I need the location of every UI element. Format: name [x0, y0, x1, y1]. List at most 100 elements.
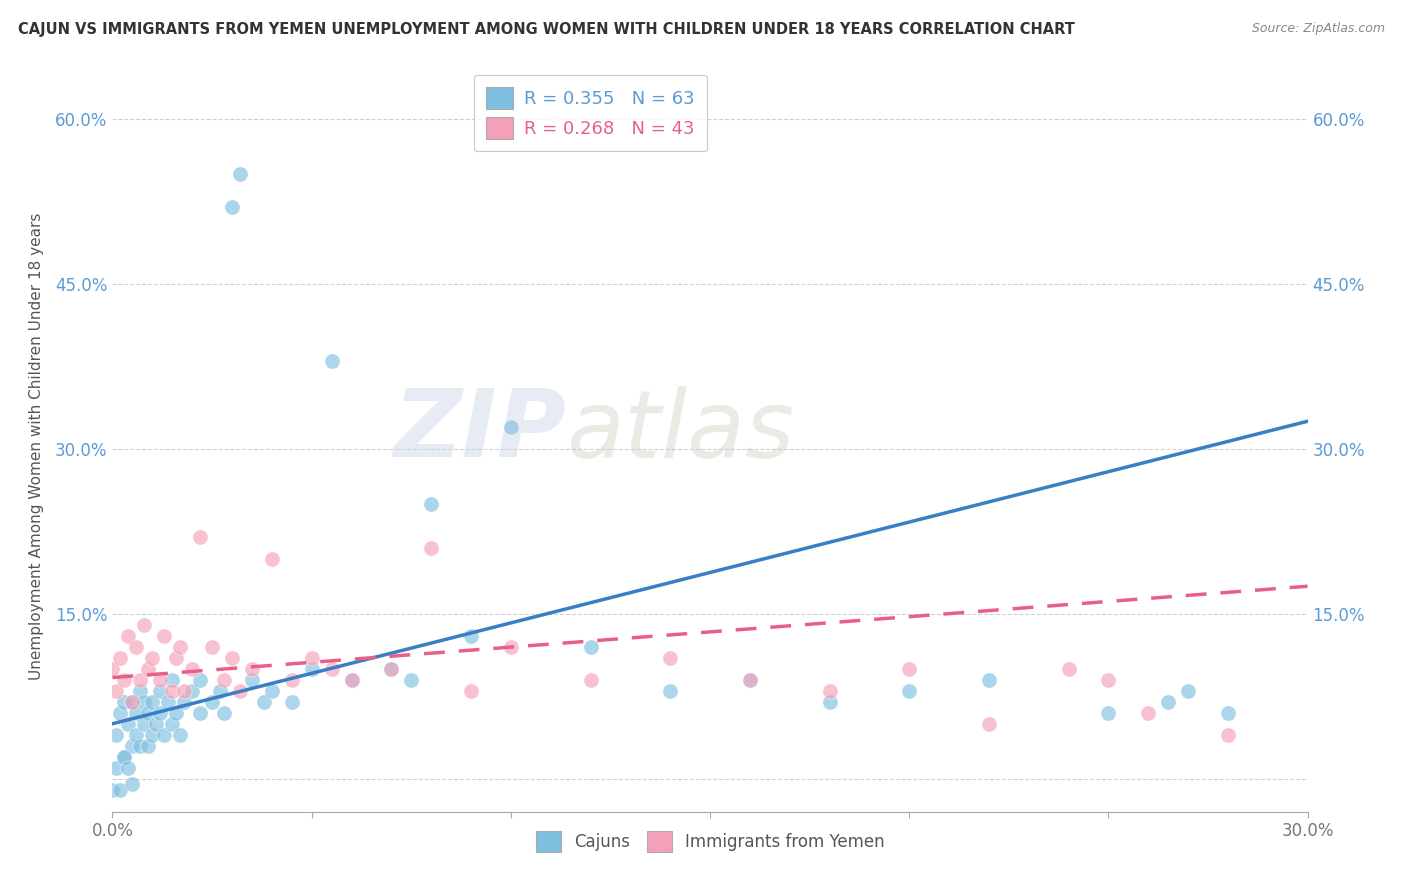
Point [579, 673, 602, 687]
Point [134, 695, 156, 709]
Point [212, 706, 235, 720]
Point [1097, 673, 1119, 687]
Point [380, 662, 402, 676]
Point [114, 673, 135, 687]
Point [229, 167, 252, 181]
Point [1057, 662, 1080, 676]
Point [1137, 706, 1160, 720]
Point [121, 695, 143, 709]
Point [157, 695, 180, 709]
Point [173, 683, 195, 698]
Point [162, 683, 183, 698]
Point [301, 650, 323, 665]
Y-axis label: Unemployment Among Women with Children Under 18 years: Unemployment Among Women with Children U… [30, 212, 44, 680]
Point [1216, 728, 1239, 742]
Legend: Cajuns, Immigrants from Yemen: Cajuns, Immigrants from Yemen [529, 824, 891, 858]
Point [321, 353, 343, 368]
Point [420, 541, 443, 555]
Point [401, 673, 423, 687]
Text: atlas: atlas [567, 386, 794, 477]
Point [1157, 695, 1180, 709]
Text: Source: ZipAtlas.com: Source: ZipAtlas.com [1251, 22, 1385, 36]
Point [110, 782, 132, 797]
Point [420, 497, 443, 511]
Point [121, 739, 143, 753]
Point [301, 662, 323, 676]
Point [129, 673, 152, 687]
Point [165, 650, 187, 665]
Point [977, 673, 1000, 687]
Point [125, 640, 148, 654]
Point [240, 673, 263, 687]
Point [460, 629, 482, 643]
Point [145, 716, 167, 731]
Point [114, 695, 135, 709]
Point [1097, 706, 1119, 720]
Point [153, 629, 176, 643]
Point [141, 695, 163, 709]
Point [738, 673, 761, 687]
Point [114, 749, 135, 764]
Point [460, 683, 482, 698]
Point [977, 716, 1000, 731]
Point [105, 728, 128, 742]
Text: CAJUN VS IMMIGRANTS FROM YEMEN UNEMPLOYMENT AMONG WOMEN WITH CHILDREN UNDER 18 Y: CAJUN VS IMMIGRANTS FROM YEMEN UNEMPLOYM… [18, 22, 1076, 37]
Point [201, 640, 224, 654]
Point [818, 695, 841, 709]
Point [125, 728, 148, 742]
Point [221, 200, 243, 214]
Point [117, 716, 139, 731]
Point [129, 739, 152, 753]
Point [162, 716, 183, 731]
Point [101, 662, 124, 676]
Point [117, 761, 139, 775]
Point [260, 683, 283, 698]
Point [181, 683, 204, 698]
Point [738, 673, 761, 687]
Point [110, 650, 132, 665]
Point [188, 673, 211, 687]
Point [141, 728, 163, 742]
Point [1177, 683, 1199, 698]
Point [209, 683, 232, 698]
Point [149, 673, 172, 687]
Point [181, 662, 204, 676]
Point [281, 695, 304, 709]
Point [105, 683, 128, 698]
Point [117, 629, 139, 643]
Point [201, 695, 224, 709]
Point [129, 683, 152, 698]
Point [134, 617, 156, 632]
Point [221, 650, 243, 665]
Point [340, 673, 363, 687]
Point [149, 683, 172, 698]
Point [659, 683, 682, 698]
Point [149, 706, 172, 720]
Point [141, 650, 163, 665]
Point [138, 706, 160, 720]
Point [340, 673, 363, 687]
Point [138, 662, 160, 676]
Point [121, 777, 143, 791]
Point [125, 706, 148, 720]
Point [173, 695, 195, 709]
Point [169, 640, 191, 654]
Point [134, 716, 156, 731]
Point [138, 739, 160, 753]
Point [188, 706, 211, 720]
Point [188, 530, 211, 544]
Point [101, 782, 124, 797]
Point [165, 706, 187, 720]
Point [121, 695, 143, 709]
Point [153, 728, 176, 742]
Point [659, 650, 682, 665]
Point [898, 662, 921, 676]
Point [110, 706, 132, 720]
Point [321, 662, 343, 676]
Point [229, 683, 252, 698]
Point [105, 761, 128, 775]
Point [1216, 706, 1239, 720]
Point [240, 662, 263, 676]
Point [162, 673, 183, 687]
Point [281, 673, 304, 687]
